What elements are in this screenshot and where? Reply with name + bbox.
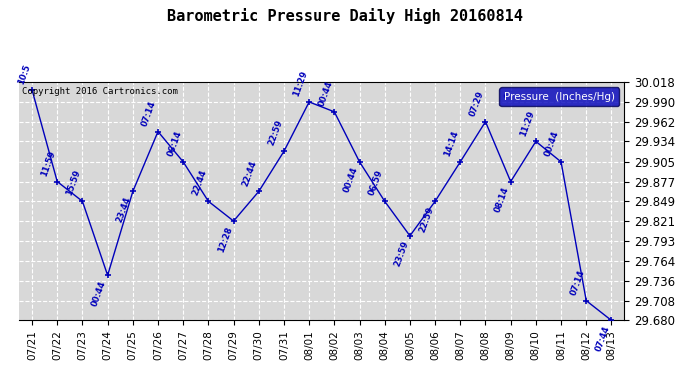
Text: 06:59: 06:59 xyxy=(367,169,385,197)
Text: 08:14: 08:14 xyxy=(493,186,511,214)
Text: Copyright 2016 Cartronics.com: Copyright 2016 Cartronics.com xyxy=(23,87,178,96)
Text: 14:14: 14:14 xyxy=(443,129,460,158)
Text: 10:5: 10:5 xyxy=(17,63,32,86)
Text: 22:44: 22:44 xyxy=(241,159,259,187)
Text: 06:14: 06:14 xyxy=(166,129,183,158)
Text: 00:44: 00:44 xyxy=(90,279,108,308)
Text: 11:59: 11:59 xyxy=(39,149,57,177)
Text: 11:29: 11:29 xyxy=(518,109,536,137)
Text: 07:14: 07:14 xyxy=(141,99,158,128)
Text: 00:44: 00:44 xyxy=(342,166,359,194)
Text: 22:59: 22:59 xyxy=(417,206,435,234)
Legend: Pressure  (Inches/Hg): Pressure (Inches/Hg) xyxy=(500,87,619,106)
Text: 22:44: 22:44 xyxy=(190,169,208,197)
Text: 11:29: 11:29 xyxy=(292,70,309,98)
Text: 00:44: 00:44 xyxy=(544,130,561,158)
Text: 07:44: 07:44 xyxy=(594,325,611,352)
Text: 23:44: 23:44 xyxy=(115,196,132,224)
Text: 22:59: 22:59 xyxy=(266,119,284,147)
Text: 07:29: 07:29 xyxy=(468,90,486,117)
Text: Barometric Pressure Daily High 20160814: Barometric Pressure Daily High 20160814 xyxy=(167,8,523,24)
Text: 15:59: 15:59 xyxy=(65,169,82,197)
Text: 00:44: 00:44 xyxy=(317,80,335,108)
Text: 23:59: 23:59 xyxy=(393,240,410,268)
Text: 07:14: 07:14 xyxy=(569,268,586,297)
Text: 12:28: 12:28 xyxy=(216,225,234,254)
